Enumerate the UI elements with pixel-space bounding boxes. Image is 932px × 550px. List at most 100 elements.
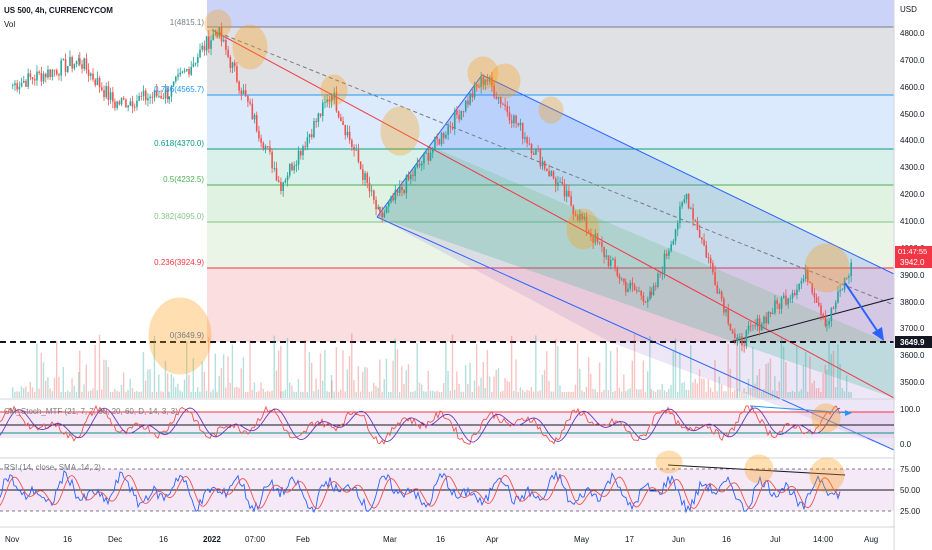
- candle-body: [158, 95, 160, 97]
- price-tick: 4200.0: [900, 190, 925, 199]
- candle-body: [262, 142, 265, 150]
- volume-bar: [767, 362, 769, 398]
- candle-body: [462, 110, 465, 112]
- candle-body: [598, 241, 601, 243]
- candle-body: [526, 137, 528, 144]
- candle-body: [565, 190, 568, 197]
- candle-body: [791, 292, 794, 299]
- candle-body: [603, 246, 605, 258]
- price-tick: 3500.0: [900, 378, 925, 387]
- highlight-circles[interactable]: [148, 9, 850, 375]
- candle-body: [532, 153, 535, 155]
- volume-bar: [741, 391, 743, 398]
- candle-body: [297, 150, 300, 165]
- volume-bar: [144, 380, 147, 398]
- candle-body: [201, 45, 204, 50]
- time-axis[interactable]: Nov 16 Dec 16 2022 07:00 Feb Mar 16 Apr …: [5, 535, 878, 544]
- candle-body: [280, 184, 282, 191]
- candle-body: [127, 105, 129, 108]
- volume-bar: [47, 376, 49, 398]
- volume-bar: [73, 385, 75, 398]
- volume-bar: [581, 390, 583, 398]
- candle-body: [756, 318, 759, 327]
- stoch-indicator-pane[interactable]: CM_Stoch_MTF (21, 7, 7, 80, 20, 60, D, 1…: [0, 403, 894, 446]
- volume-bar: [499, 391, 502, 398]
- candle-body: [11, 85, 14, 86]
- rsi-label[interactable]: RSI (14, close, SMA, 14, 2): [4, 463, 101, 472]
- symbol-title[interactable]: US 500, 4h, CURRENCYCOM: [4, 6, 113, 15]
- volume-bar: [53, 377, 56, 398]
- volume-bar: [125, 391, 127, 398]
- candle-body: [570, 196, 572, 206]
- candle-body: [504, 104, 506, 107]
- candle-body: [471, 93, 474, 98]
- candle-body: [47, 69, 49, 78]
- time-tick: 17: [625, 535, 634, 544]
- candle-body: [614, 259, 616, 269]
- volume-bar: [280, 345, 282, 398]
- stoch-label[interactable]: CM_Stoch_MTF (21, 7, 7, 80, 20, 60, D, 1…: [4, 407, 178, 416]
- volume-bar: [297, 378, 300, 398]
- rsi-indicator-pane[interactable]: RSI (14, close, SMA, 14, 2): [0, 450, 894, 514]
- volume-bar: [657, 389, 659, 398]
- volume-bar: [368, 391, 371, 398]
- candle-body: [839, 289, 841, 292]
- candle-body: [288, 163, 291, 176]
- candle-body: [714, 272, 716, 286]
- volume-bar: [418, 382, 421, 398]
- volume-bar: [467, 383, 469, 398]
- candle-body: [638, 290, 640, 292]
- volume-bar: [460, 391, 462, 398]
- price-tick: 4500.0: [900, 110, 925, 119]
- candle-body: [460, 110, 463, 120]
- candle-body: [129, 101, 132, 106]
- candle-body: [398, 186, 401, 193]
- candle-body: [725, 309, 727, 313]
- trendline-support[interactable]: [729, 297, 895, 343]
- candle-body: [71, 57, 73, 69]
- volume-bar: [585, 387, 588, 398]
- candle-body: [359, 161, 362, 170]
- volume-bar: [429, 390, 432, 398]
- volume-bar: [140, 391, 142, 398]
- volume-bar: [572, 392, 574, 398]
- candle-body: [694, 219, 697, 221]
- volume-bar: [280, 391, 282, 398]
- candle-body: [203, 45, 206, 51]
- candle-body: [620, 278, 623, 280]
- candle-body: [729, 323, 732, 331]
- volume-bar: [598, 362, 601, 398]
- candle-body: [541, 161, 544, 167]
- candle-body: [423, 153, 425, 164]
- rsi-tick: 50.00: [900, 486, 921, 495]
- volume-bar: [845, 375, 848, 398]
- candle-body: [29, 73, 32, 78]
- candle-body: [302, 146, 304, 156]
- level-badge: [895, 336, 932, 348]
- volume-bar: [752, 346, 754, 398]
- volume-bar: [537, 391, 539, 398]
- fib-label: 0.236(3924.9): [154, 258, 204, 267]
- volume-bar: [355, 391, 357, 398]
- candle-body: [247, 95, 249, 102]
- volume-bar: [631, 360, 633, 398]
- projection-arrow[interactable]: [844, 282, 884, 341]
- volume-bar: [738, 338, 741, 398]
- candle-body: [42, 73, 45, 82]
- price-axis[interactable]: USD 4800.0 4700.0 4600.0 4500.0 4400.0 4…: [895, 0, 932, 550]
- candle-body: [587, 230, 590, 233]
- volume-bar: [758, 368, 761, 398]
- volume-bars: [11, 333, 852, 398]
- candle-body: [499, 96, 502, 104]
- volume-bar: [506, 380, 508, 398]
- volume-bar: [820, 391, 822, 398]
- candle-body: [149, 96, 151, 99]
- volume-bar: [837, 344, 839, 398]
- volume-bar: [609, 351, 612, 398]
- volume-bar: [725, 391, 727, 398]
- candle-body: [665, 253, 668, 256]
- candle-body: [183, 70, 186, 72]
- volume-bar: [396, 348, 399, 398]
- volume-bar: [344, 391, 346, 398]
